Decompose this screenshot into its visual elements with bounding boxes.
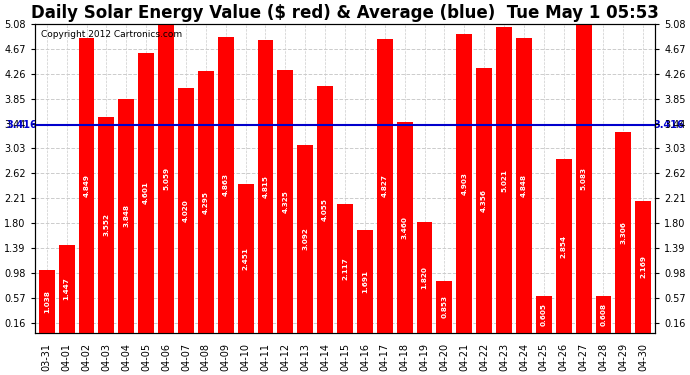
Text: 3.460: 3.460: [402, 216, 408, 239]
Bar: [59, 245, 75, 333]
Text: 4.356: 4.356: [481, 189, 487, 212]
Text: 4.325: 4.325: [282, 190, 288, 213]
Bar: [496, 27, 512, 333]
Bar: [178, 88, 194, 333]
Text: 5.021: 5.021: [501, 169, 507, 192]
Text: 0.605: 0.605: [541, 303, 547, 326]
Bar: [615, 132, 631, 333]
Text: 4.827: 4.827: [382, 174, 388, 197]
Text: 1.038: 1.038: [43, 290, 50, 313]
Text: 2.117: 2.117: [342, 257, 348, 280]
Bar: [417, 222, 433, 333]
Bar: [635, 201, 651, 333]
Title: Daily Solar Energy Value ($ red) & Average (blue)  Tue May 1 05:53: Daily Solar Energy Value ($ red) & Avera…: [31, 4, 659, 22]
Bar: [39, 270, 55, 333]
Text: 3.416: 3.416: [6, 120, 37, 130]
Text: 3.416: 3.416: [653, 120, 684, 130]
Text: 4.848: 4.848: [521, 174, 527, 197]
Bar: [476, 68, 492, 333]
Text: 5.083: 5.083: [580, 167, 586, 190]
Text: 4.863: 4.863: [223, 173, 228, 196]
Bar: [437, 281, 453, 333]
Text: 1.691: 1.691: [362, 270, 368, 293]
Bar: [237, 184, 253, 333]
Text: 2.169: 2.169: [640, 255, 647, 278]
Text: 4.815: 4.815: [262, 175, 268, 198]
Bar: [317, 86, 333, 333]
Bar: [277, 70, 293, 333]
Text: 4.055: 4.055: [322, 198, 328, 221]
Text: 4.020: 4.020: [183, 199, 189, 222]
Bar: [79, 38, 95, 333]
Text: 3.306: 3.306: [620, 221, 627, 244]
Bar: [337, 204, 353, 333]
Bar: [357, 230, 373, 333]
Bar: [456, 34, 472, 333]
Text: 0.853: 0.853: [442, 296, 447, 318]
Bar: [377, 39, 393, 333]
Text: Copyright 2012 Cartronics.com: Copyright 2012 Cartronics.com: [41, 30, 182, 39]
Bar: [138, 53, 154, 333]
Bar: [198, 72, 214, 333]
Bar: [536, 296, 552, 333]
Bar: [218, 37, 234, 333]
Bar: [99, 117, 115, 333]
Text: 4.601: 4.601: [143, 182, 149, 204]
Bar: [555, 159, 572, 333]
Bar: [595, 296, 611, 333]
Text: 4.903: 4.903: [462, 172, 467, 195]
Text: 4.849: 4.849: [83, 174, 90, 197]
Text: 0.608: 0.608: [600, 303, 607, 326]
Text: 5.059: 5.059: [163, 167, 169, 190]
Text: 2.854: 2.854: [561, 234, 566, 258]
Bar: [297, 145, 313, 333]
Text: 1.447: 1.447: [63, 278, 70, 300]
Bar: [257, 40, 273, 333]
Text: 4.295: 4.295: [203, 190, 209, 214]
Text: 3.092: 3.092: [302, 227, 308, 250]
Text: 3.552: 3.552: [104, 213, 110, 236]
Text: 2.451: 2.451: [243, 247, 248, 270]
Text: 3.848: 3.848: [124, 204, 129, 227]
Text: 1.820: 1.820: [422, 266, 428, 289]
Bar: [118, 99, 135, 333]
Bar: [397, 122, 413, 333]
Bar: [516, 38, 532, 333]
Bar: [575, 24, 591, 333]
Bar: [158, 25, 174, 333]
